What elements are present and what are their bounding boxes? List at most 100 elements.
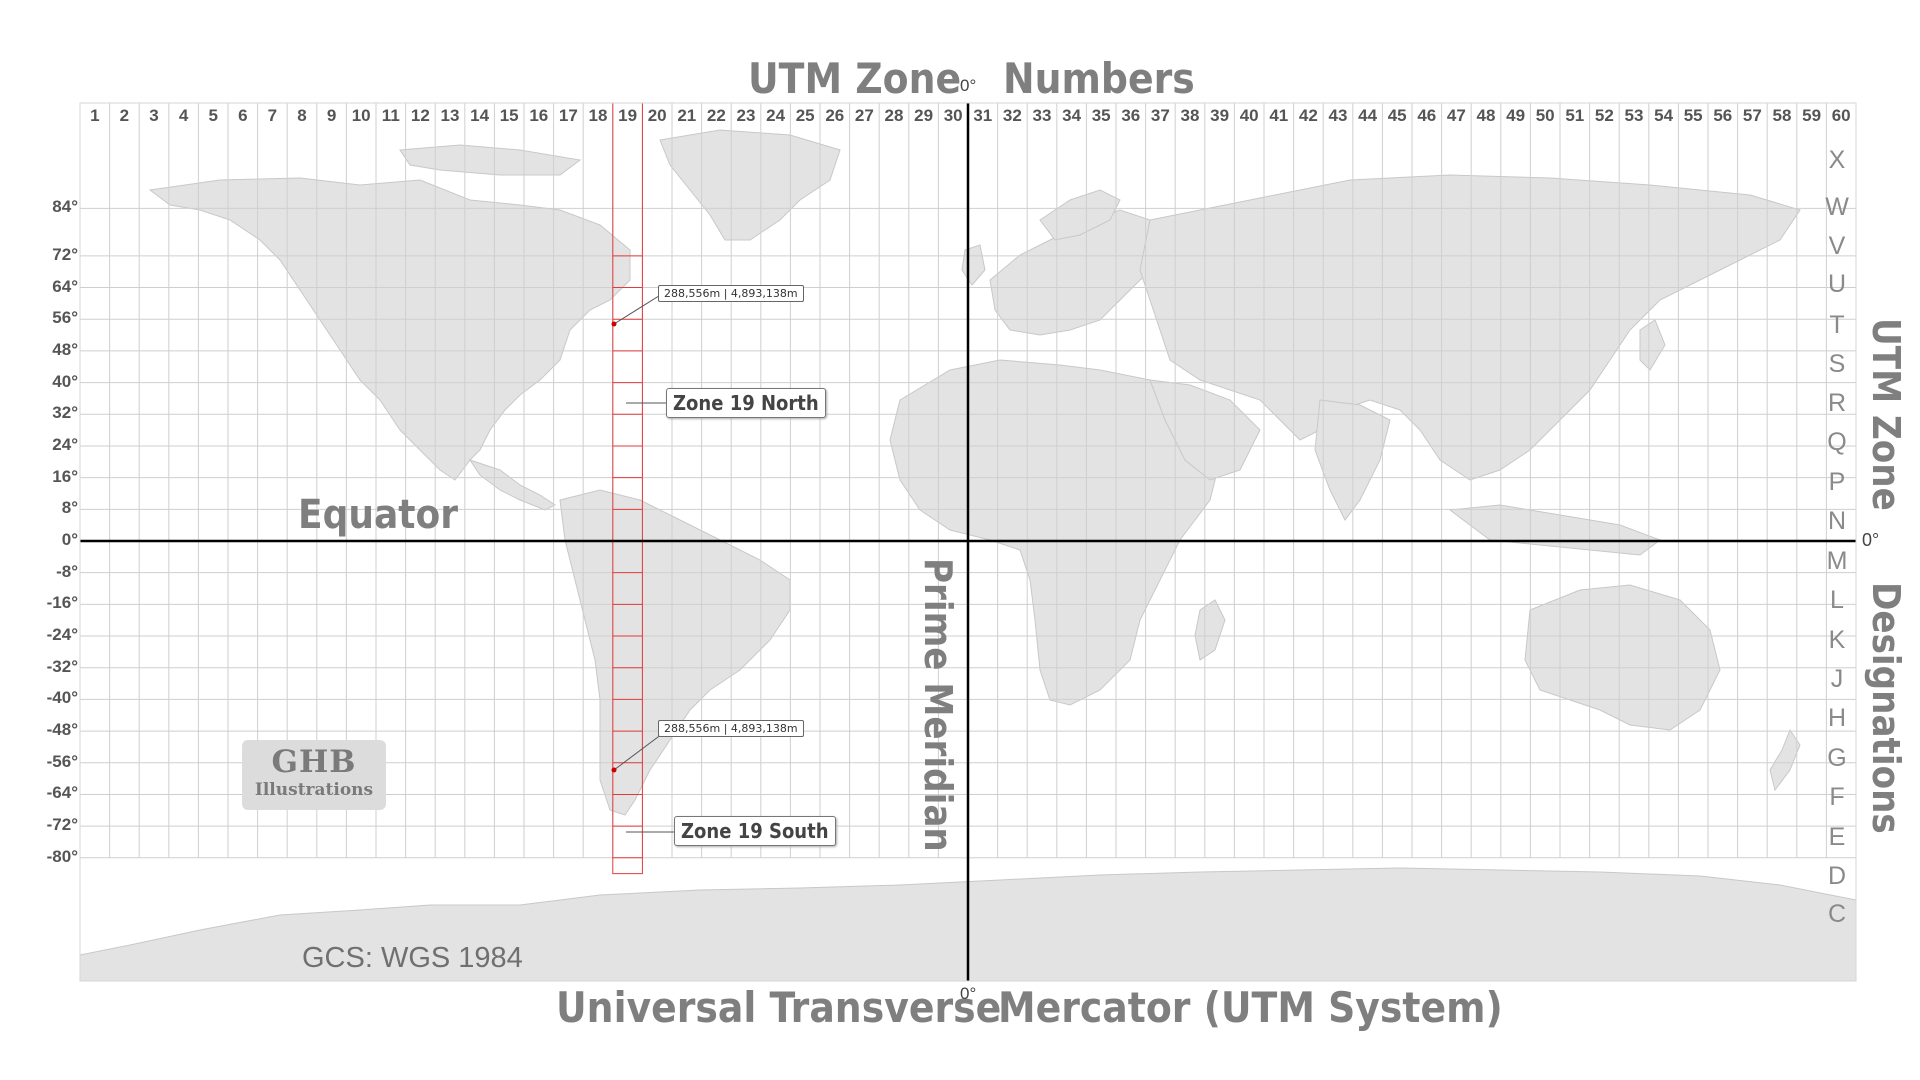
land-australia xyxy=(1524,584,1721,731)
zone-number-label: 12 xyxy=(410,106,430,125)
latitude-label: 40° xyxy=(52,371,78,391)
band-letter-label: X xyxy=(1828,146,1846,174)
zone-number-label: 22 xyxy=(706,106,726,125)
zone-number-label: 18 xyxy=(588,106,608,125)
band-letter-label: J xyxy=(1830,665,1844,693)
zone-number-label: 10 xyxy=(351,106,371,125)
zone-number-label: 4 xyxy=(178,106,189,125)
latitude-label: -24° xyxy=(46,625,78,645)
latitude-label: 24° xyxy=(52,434,78,454)
title-bottom-left: Universal Transverse xyxy=(556,983,1002,1032)
title-top-right: Numbers xyxy=(1003,54,1195,103)
latitude-label: -40° xyxy=(46,688,78,708)
zone-number-label: 46 xyxy=(1417,106,1437,125)
zone-number-label: 25 xyxy=(795,106,815,125)
zone-number-label: 38 xyxy=(1180,106,1200,125)
latitude-label: 56° xyxy=(52,308,78,328)
zone-number-label: 41 xyxy=(1269,106,1289,125)
latitude-label: -48° xyxy=(46,720,78,740)
zone-number-label: 60 xyxy=(1831,106,1851,125)
zone-number-label: 15 xyxy=(499,106,519,125)
zone-number-label: 6 xyxy=(238,106,248,125)
zone-number-label: 1 xyxy=(90,106,100,125)
band-letter-label: U xyxy=(1827,270,1847,298)
zone-number-label: 40 xyxy=(1239,106,1259,125)
land-arctic-islands xyxy=(399,144,582,176)
right-title-utm-zone: UTM Zone xyxy=(1864,318,1908,511)
zone-19-north-label: Zone 19 North xyxy=(666,388,826,418)
zone-gridlines xyxy=(109,103,1827,858)
zone-number-label: 37 xyxy=(1150,106,1170,125)
zone-number-label: 9 xyxy=(326,106,337,125)
zone-number-label: 14 xyxy=(470,106,490,125)
land-scandinavia xyxy=(1039,189,1121,241)
title-bottom-right: Mercator (UTM System) xyxy=(998,983,1503,1032)
band-letter-label: L xyxy=(1830,586,1844,614)
zone-number-label: 33 xyxy=(1032,106,1052,125)
band-letter-label: W xyxy=(1825,193,1849,221)
coord-north-label: 288,556m | 4,893,138m xyxy=(658,285,804,302)
land-new-zealand xyxy=(1769,728,1801,792)
latitude-label: -64° xyxy=(46,783,78,803)
zone-number-label: 45 xyxy=(1387,106,1407,125)
zone-19-south-label: Zone 19 South xyxy=(674,816,836,846)
zone-number-label: 39 xyxy=(1210,106,1230,125)
zone-number-label: 47 xyxy=(1446,106,1466,125)
coord-south-label: 288,556m | 4,893,138m xyxy=(658,720,804,737)
zone-number-label: 28 xyxy=(884,106,904,125)
band-letter-label: M xyxy=(1826,547,1848,575)
zone-number-label: 26 xyxy=(825,106,845,125)
latitude-label: 48° xyxy=(52,339,78,359)
ghb-logo-subtitle: Illustrations xyxy=(254,780,374,800)
latitude-label: -32° xyxy=(46,656,78,676)
equator-label: Equator xyxy=(298,492,458,538)
zone-number-label: 8 xyxy=(297,106,307,125)
band-letter-label: F xyxy=(1829,783,1845,811)
ghb-logo: GHB Illustrations xyxy=(242,740,386,810)
zone-number-label: 17 xyxy=(558,106,578,125)
band-letter-label: C xyxy=(1827,900,1847,928)
band-letter-label: T xyxy=(1829,311,1845,339)
point-south xyxy=(611,767,617,773)
latitude-label: 0° xyxy=(61,530,78,549)
band-letter-label: V xyxy=(1828,232,1846,260)
zone-number-label: 52 xyxy=(1594,106,1614,125)
zone-number-label: 31 xyxy=(973,106,993,125)
leader-coord-south xyxy=(613,733,663,771)
band-letter-label: S xyxy=(1828,350,1846,378)
zone-number-label: 36 xyxy=(1121,106,1141,125)
zone-number-label: 50 xyxy=(1535,106,1555,125)
ghb-logo-title: GHB xyxy=(271,744,357,780)
band-letter-label: R xyxy=(1827,389,1847,417)
zone-number-label: 19 xyxy=(618,106,638,125)
band-letter-label: H xyxy=(1827,704,1847,732)
zone-number-label: 24 xyxy=(766,106,786,125)
latitude-label: 32° xyxy=(52,403,78,423)
title-top-left: UTM Zone xyxy=(748,54,962,103)
leader-coord-north xyxy=(613,293,663,325)
title-bottom-degree: 0° xyxy=(960,984,977,1003)
zone-number-label: 51 xyxy=(1565,106,1585,125)
annotation-leaders xyxy=(613,293,676,833)
band-letter-label: G xyxy=(1827,744,1847,772)
land-madagascar xyxy=(1194,599,1226,661)
land-asia xyxy=(1139,174,1801,481)
zone-number-label: 59 xyxy=(1802,106,1822,125)
equator-right-degree: 0° xyxy=(1862,530,1880,550)
zone-number-label: 55 xyxy=(1683,106,1703,125)
latitude-label: 64° xyxy=(52,276,78,296)
zone-number-label: 42 xyxy=(1298,106,1318,125)
right-title-designations: Designations xyxy=(1864,582,1908,834)
zone-number-label: 43 xyxy=(1328,106,1348,125)
zone-number-label: 5 xyxy=(208,106,218,125)
zone-number-label: 30 xyxy=(943,106,963,125)
zone-number-label: 58 xyxy=(1772,106,1792,125)
latitude-label: 72° xyxy=(52,244,78,264)
prime-meridian-label: Prime Meridian xyxy=(916,558,960,852)
zone-number-label: 49 xyxy=(1506,106,1526,125)
latitude-label: -80° xyxy=(46,846,78,866)
zone-number-label: 44 xyxy=(1358,106,1378,125)
zone-number-label: 11 xyxy=(381,106,400,125)
band-letter-label: N xyxy=(1827,507,1847,535)
